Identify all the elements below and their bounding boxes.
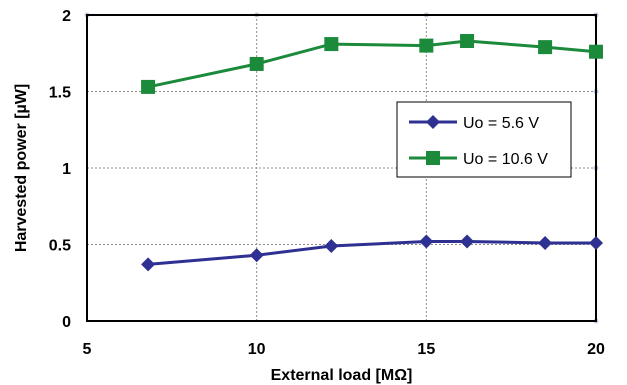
legend-swatch-marker (426, 115, 440, 129)
data-point (324, 37, 339, 52)
legend-label: Uo = 5.6 V (463, 115, 539, 132)
y-tick-label: 2 (62, 8, 71, 25)
data-point (419, 38, 434, 53)
y-tick-label: 0 (62, 314, 71, 331)
y-axis-ticks: 0 0.5 1 1.5 2 (49, 8, 71, 331)
legend-label: Uo = 10.6 V (463, 151, 548, 168)
series-line (147, 39, 597, 89)
data-point (589, 44, 603, 59)
data-point (538, 40, 553, 55)
legend: Uo = 5.6 V Uo = 10.6 V (396, 101, 572, 178)
data-point (249, 248, 264, 263)
x-axis-ticks: 5 10 15 20 (83, 341, 605, 358)
legend-item: Uo = 5.6 V (409, 115, 539, 132)
series-layer (141, 34, 603, 272)
y-tick-label: 1.5 (49, 85, 71, 102)
data-point (589, 235, 603, 250)
series-1 (141, 234, 603, 272)
x-tick-label: 20 (587, 341, 605, 358)
data-point (141, 257, 156, 272)
legend-item: Uo = 10.6 V (409, 151, 548, 168)
x-tick-label: 15 (417, 341, 435, 358)
x-tick-label: 5 (83, 341, 92, 358)
legend-swatch-marker (426, 151, 440, 165)
data-point (249, 56, 264, 71)
data-point (324, 239, 339, 254)
x-axis-title: External load [MΩ] (271, 367, 413, 384)
data-point (538, 235, 553, 250)
legend-items: Uo = 5.6 V Uo = 10.6 V (409, 115, 548, 168)
y-tick-label: 1 (62, 161, 71, 178)
y-axis-title: Harvested power [µW] (13, 84, 30, 252)
plot-area-frame (86, 14, 597, 322)
series-2 (141, 34, 603, 94)
data-point (141, 79, 156, 94)
x-tick-label: 10 (248, 341, 266, 358)
y-tick-label: 0.5 (49, 238, 71, 255)
data-point (419, 234, 434, 249)
data-point (460, 234, 475, 249)
data-point (460, 34, 475, 49)
